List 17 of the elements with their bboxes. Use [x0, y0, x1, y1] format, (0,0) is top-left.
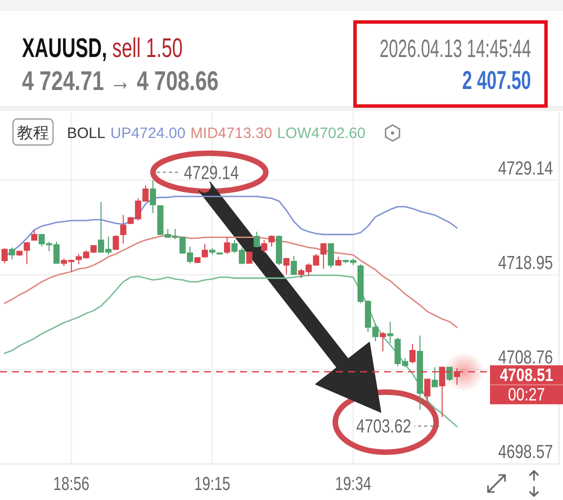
- x-tick-label: 18:56: [53, 473, 90, 495]
- button: 教程: [12, 118, 54, 146]
- annotation: 4729.14: [184, 161, 240, 184]
- annotation: 教程: [17, 125, 49, 142]
- x-tick-label: 19:34: [335, 473, 372, 495]
- text: 2026.04.13 14:45:44: [380, 36, 532, 63]
- y-tick-label: 4698.57: [498, 440, 553, 462]
- text: 2 407.50: [462, 66, 531, 95]
- x-tick-label: 19:15: [194, 473, 230, 495]
- price-tag: 4708.51 00:27: [490, 365, 563, 405]
- y-tick-label: 4718.95: [498, 251, 553, 274]
- annotation: 4703.62: [356, 414, 412, 438]
- chart-subtitle: 4 724.71 → 4 708.66: [22, 66, 219, 97]
- y-tick-label: 4708.76: [498, 346, 553, 368]
- chart-title: XAUUSD, sell 1.50: [22, 32, 183, 63]
- y-tick-label: 4729.14: [498, 156, 554, 179]
- legend: BOLL UP4724.00 MID4713.30 LOW4702.60: [67, 125, 366, 142]
